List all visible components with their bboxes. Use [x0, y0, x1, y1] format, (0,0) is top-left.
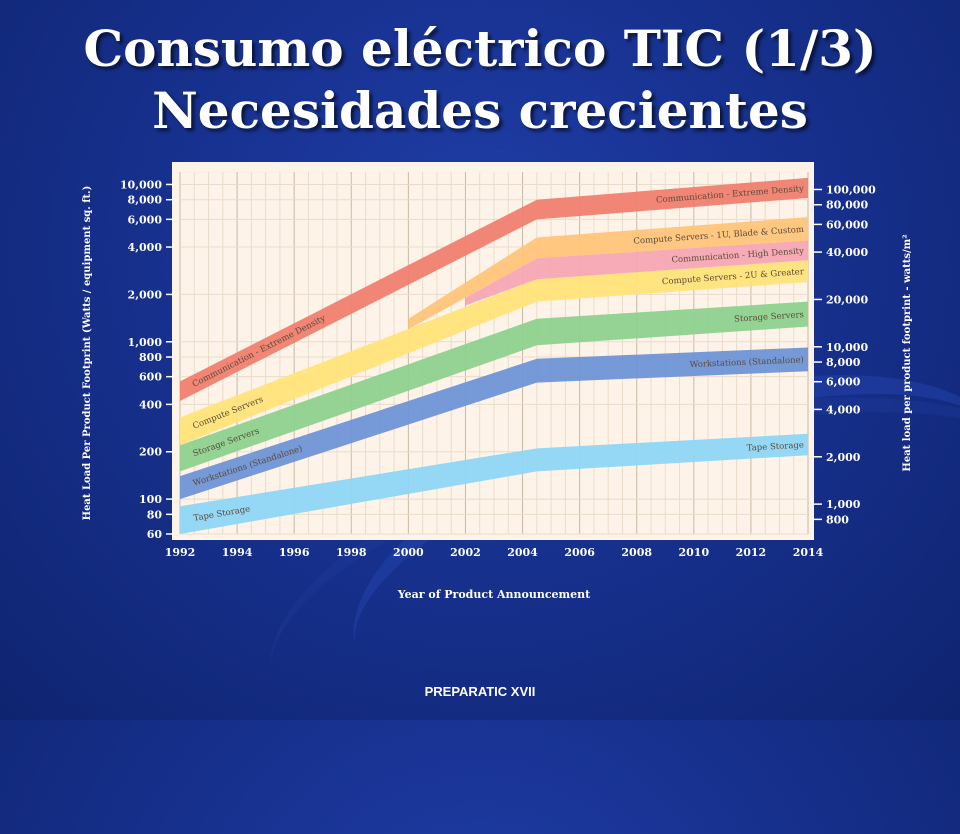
right-tick-label: 1,000	[826, 498, 861, 511]
left-tick-label: 800	[139, 351, 162, 364]
right-tick-label: 4,000	[826, 403, 861, 416]
x-axis: 1992 1994 1996 1998 2000 2002 2004 2006 2008 2010…	[165, 546, 824, 559]
left-tick-label: 600	[139, 371, 162, 384]
series-bands	[180, 177, 808, 534]
series-label-right: Tape Storage	[746, 441, 804, 454]
title-line-1: Consumo eléctrico TIC (1/3)	[83, 19, 877, 78]
left-tick-label: 10,000	[120, 178, 162, 191]
right-tick-label: 20,000	[826, 293, 868, 306]
left-tick-label: 100	[139, 493, 162, 506]
series-label-right: Workstations (Standalone)	[689, 354, 804, 370]
right-tick-label: 2,000	[826, 451, 861, 464]
series-band	[180, 260, 808, 446]
right-tick-label: 8,000	[826, 356, 861, 369]
series-band	[180, 177, 808, 401]
left-tick-label: 400	[139, 398, 162, 411]
left-tick-label: 200	[139, 446, 162, 459]
heat-load-chart: Tape Storage Tape Storage Workstations (St…	[62, 162, 930, 614]
slide-title: Consumo eléctrico TIC (1/3) Necesidades …	[0, 18, 960, 142]
left-tick-label: 2,000	[128, 288, 163, 301]
y-axis-title-left: Heat Load Per Product Footprint (Watts /…	[82, 186, 93, 521]
left-tick-label: 6,000	[128, 213, 163, 226]
left-tick-label: 80	[147, 508, 163, 521]
series-band	[180, 347, 808, 500]
left-tick-label: 1,000	[128, 336, 163, 349]
x-tick-label: 2004	[507, 546, 538, 559]
right-tick-label: 40,000	[826, 246, 868, 259]
x-tick-label: 2002	[450, 546, 481, 559]
right-axis: 100,000 80,000 60,000 40,000 20,000 10,000 8,0…	[814, 183, 876, 526]
series-band	[180, 301, 808, 472]
right-tick-label: 10,000	[826, 341, 868, 354]
series-band	[180, 433, 808, 534]
title-line-2: Necesidades crecientes	[152, 81, 808, 140]
series-label-right: Storage Servers	[734, 310, 804, 325]
x-tick-label: 2008	[621, 546, 652, 559]
left-tick-label: 60	[147, 528, 163, 541]
x-axis-title: Year of Product Announcement	[397, 588, 591, 601]
right-tick-label: 800	[826, 513, 849, 526]
x-tick-label: 2006	[564, 546, 595, 559]
x-tick-label: 1992	[165, 546, 196, 559]
footer-text: PREPARATIC XVII	[424, 684, 536, 699]
x-tick-label: 2010	[679, 546, 710, 559]
series-band	[465, 240, 808, 306]
x-tick-label: 1994	[222, 546, 253, 559]
left-tick-label: 8,000	[128, 194, 163, 207]
x-tick-label: 2012	[736, 546, 767, 559]
series-band	[408, 217, 808, 330]
left-axis: 10,000 8,000 6,000 4,000 2,000 1,000 800 600 400…	[120, 178, 174, 541]
left-tick-label: 4,000	[128, 241, 163, 254]
right-tick-label: 6,000	[826, 376, 861, 389]
right-tick-label: 60,000	[826, 218, 868, 231]
x-tick-label: 1996	[279, 546, 310, 559]
y-axis-title-right: Heat load per product footprint - watts/…	[902, 234, 913, 471]
x-tick-label: 1998	[336, 546, 367, 559]
right-tick-label: 100,000	[826, 183, 876, 196]
right-tick-label: 80,000	[826, 199, 868, 212]
x-tick-label: 2000	[393, 546, 424, 559]
x-tick-label: 2014	[793, 546, 824, 559]
